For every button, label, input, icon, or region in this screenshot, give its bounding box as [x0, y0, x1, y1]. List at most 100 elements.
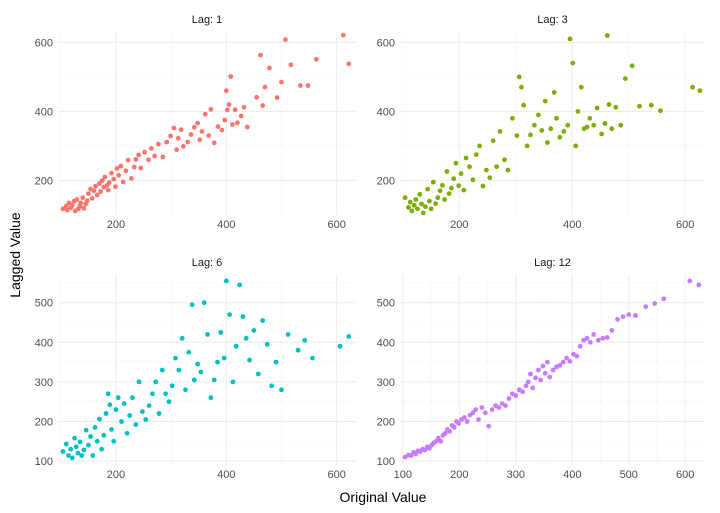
data-point — [551, 90, 557, 95]
y-tick-label: 400 — [377, 106, 395, 118]
data-point — [407, 199, 413, 205]
data-point — [440, 182, 445, 188]
data-point — [84, 198, 90, 204]
data-point — [123, 168, 129, 174]
data-point — [427, 198, 432, 204]
data-point — [136, 152, 142, 158]
y-tick-label: 400 — [35, 106, 53, 118]
data-point — [479, 405, 485, 410]
panel-3: 200 400 600 100 200 300 400 500 Lag: 6 — [35, 257, 356, 481]
data-point — [482, 410, 488, 416]
data-point — [490, 138, 496, 144]
x-tick-label: 400 — [563, 469, 581, 481]
data-point — [464, 419, 470, 424]
data-point — [180, 143, 186, 149]
x-tick-label: 400 — [217, 469, 235, 481]
y-tick-label: 500 — [377, 298, 395, 310]
data-point — [130, 395, 135, 401]
y-tick-label: 300 — [35, 377, 53, 389]
data-point — [173, 355, 178, 361]
data-point — [305, 83, 311, 88]
data-point — [487, 175, 493, 181]
data-point — [92, 425, 98, 430]
data-point — [542, 98, 548, 104]
data-point — [254, 94, 260, 100]
data-point — [111, 438, 117, 444]
data-point — [83, 427, 89, 433]
data-point — [178, 127, 184, 133]
data-point — [138, 165, 144, 171]
panel-1: 200 400 600 200 400 600 Lag: 1 — [35, 14, 356, 231]
data-point — [105, 391, 111, 397]
data-point — [109, 170, 114, 176]
data-point — [69, 455, 75, 461]
data-point — [102, 174, 108, 180]
data-point — [153, 379, 159, 385]
data-point — [143, 417, 149, 422]
data-point — [72, 435, 77, 441]
data-point — [442, 197, 447, 202]
data-point — [91, 188, 97, 194]
data-point — [99, 178, 105, 184]
y-tick-label: 400 — [35, 337, 53, 349]
data-point — [199, 129, 205, 134]
x-tick-label: 600 — [328, 469, 346, 481]
data-point — [279, 387, 284, 393]
data-point — [578, 84, 584, 90]
data-point — [68, 446, 74, 452]
data-point — [251, 328, 257, 333]
data-point — [514, 133, 520, 139]
y-tick-label: 600 — [377, 37, 395, 49]
data-point — [346, 334, 352, 339]
data-point — [160, 154, 166, 160]
data-point — [652, 301, 658, 306]
data-point — [613, 104, 619, 110]
y-axis-title: Lagged Value — [7, 212, 23, 298]
data-point — [75, 450, 81, 456]
data-point — [618, 122, 624, 128]
data-point — [310, 355, 315, 361]
data-point — [146, 157, 151, 163]
data-point — [451, 176, 457, 182]
data-point — [438, 438, 444, 444]
data-point — [111, 176, 117, 182]
data-point — [470, 177, 476, 183]
y-tick-label: 300 — [377, 377, 395, 389]
data-point — [121, 401, 127, 406]
data-point — [226, 102, 232, 107]
data-point — [222, 117, 228, 123]
data-point — [554, 115, 559, 121]
panel-strip-label: Lag: 3 — [537, 14, 568, 26]
data-point — [574, 353, 580, 359]
data-point — [211, 377, 217, 383]
data-point — [136, 379, 142, 385]
data-point — [584, 124, 590, 130]
data-point — [604, 335, 610, 340]
data-point — [109, 427, 114, 432]
data-point — [533, 375, 538, 381]
data-point — [417, 191, 423, 197]
data-point — [489, 407, 495, 412]
data-point — [446, 191, 452, 197]
x-tick-label: 200 — [107, 219, 125, 231]
x-tick-label: 100 — [394, 469, 412, 481]
data-point — [264, 341, 270, 347]
data-point — [81, 447, 87, 453]
data-point — [101, 432, 107, 438]
data-point — [208, 395, 214, 401]
data-point — [90, 453, 96, 458]
data-point — [516, 74, 522, 80]
data-point — [233, 343, 239, 349]
data-point — [118, 163, 124, 169]
data-point — [505, 167, 511, 173]
data-point — [60, 449, 66, 454]
data-point — [340, 32, 346, 38]
y-tick-label: 400 — [377, 337, 395, 349]
data-point — [205, 332, 211, 337]
y-tick-label: 200 — [35, 416, 53, 428]
data-point — [99, 446, 104, 452]
data-point — [548, 126, 554, 132]
data-point — [661, 296, 667, 302]
data-point — [140, 409, 145, 414]
y-tick-label: 100 — [35, 456, 53, 468]
